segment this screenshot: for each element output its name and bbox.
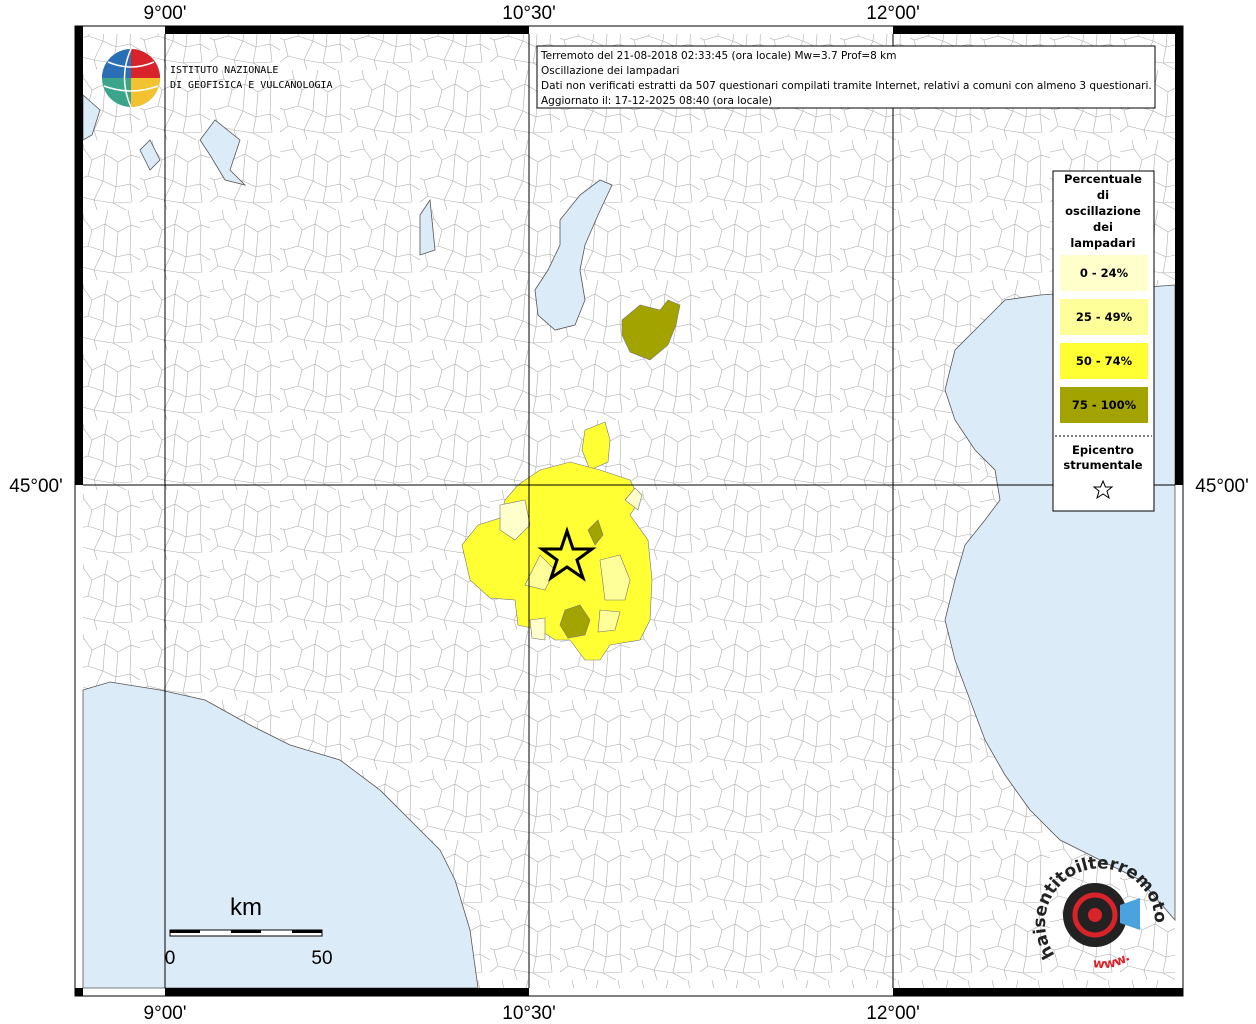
intensity-region <box>599 554 631 601</box>
scale-segment <box>292 930 322 933</box>
lon-label: 10°30' <box>502 3 556 24</box>
tyrrhenian-sea <box>82 681 479 989</box>
legend-title: lampadari <box>1070 236 1135 250</box>
legend-swatch <box>1060 343 1148 379</box>
scale-unit: km <box>230 894 262 921</box>
legend-class-label: 75 - 100% <box>1072 398 1137 412</box>
legend-title: oscillazione <box>1065 204 1141 218</box>
legend-swatch <box>1060 255 1148 291</box>
legend-class-label: 0 - 24% <box>1080 266 1129 280</box>
frame-segment <box>165 26 529 34</box>
title-box: Terremoto del 21-08-2018 02:33:45 (ora l… <box>536 45 1156 109</box>
epicenter-star <box>537 526 597 582</box>
frame-segment <box>75 988 83 996</box>
lake-garda <box>534 179 613 331</box>
logo-segment <box>131 78 160 107</box>
frame-segment <box>75 26 83 34</box>
intensity-region <box>587 519 604 546</box>
title-frame <box>536 45 1156 109</box>
legend: Epicentro strumentale Percentuale di oscil… <box>1052 170 1155 512</box>
logo-grid <box>103 48 159 108</box>
legend-title: Percentuale <box>1064 172 1142 186</box>
legend-star <box>1092 479 1114 500</box>
intensity-region <box>581 421 611 471</box>
legend-epicenter-label: strumentale <box>1063 458 1142 472</box>
legend-title: di <box>1097 188 1109 202</box>
intensity-region <box>559 604 591 639</box>
legend-class-label: 25 - 49% <box>1076 310 1133 324</box>
logo-segment <box>102 49 131 78</box>
scale-label: 50 <box>311 948 332 969</box>
legend-swatch <box>1060 299 1148 335</box>
watermark-core <box>1088 908 1102 922</box>
lon-labels: 9°00' 10°30' 12°00' 9°00' 10°30' 12°00' <box>144 3 920 1024</box>
lon-label: 9°00' <box>144 3 187 24</box>
lon-label: 12°00' <box>866 3 920 24</box>
frame-segment <box>893 26 1183 34</box>
scale-label: 0 <box>165 948 176 969</box>
intensity-region <box>624 487 643 511</box>
intensity-region <box>621 299 681 361</box>
watermark-horn <box>1120 898 1140 930</box>
lat-label: 45°00' <box>1195 476 1249 497</box>
intensity-region <box>524 554 556 591</box>
lat-label: 45°00' <box>9 476 63 497</box>
frame-outline <box>74 25 1184 997</box>
intensity-region <box>499 499 531 541</box>
intensity-region <box>597 609 621 633</box>
title-line: Aggiornato il: 17-12-2025 08:40 (ora loc… <box>541 95 772 107</box>
legend-epicenter-label: Epicentro <box>1072 443 1134 457</box>
title-line: Oscillazione dei lampadari <box>541 65 679 77</box>
northern-lakes <box>82 94 436 256</box>
title-line: Terremoto del 21-08-2018 02:33:45 (ora l… <box>540 50 896 62</box>
scale-segment <box>170 930 200 933</box>
legend-title: dei <box>1093 220 1113 234</box>
frame-segment <box>75 34 83 485</box>
lon-label: 12°00' <box>866 1003 920 1024</box>
frame-segment <box>893 988 1183 996</box>
intensity-region <box>529 617 546 641</box>
map-frame <box>74 25 1184 997</box>
legend-swatch <box>1060 387 1148 423</box>
watermark-ring <box>1072 892 1118 938</box>
logo-text: ISTITUTO NAZIONALE <box>170 65 278 76</box>
lon-label: 9°00' <box>144 1003 187 1024</box>
legend-class-label: 50 - 74% <box>1076 354 1133 368</box>
scale-segment <box>231 930 261 933</box>
lon-label: 10°30' <box>502 1003 556 1024</box>
scale-bar: km 0 50 <box>165 894 333 969</box>
frame-segment <box>1175 34 1183 485</box>
title-line: Dati non verificati estratti da 507 ques… <box>541 80 1152 92</box>
logo-segment <box>131 49 160 78</box>
logo-text: DI GEOFISICA E VULCANOLOGIA <box>170 80 333 91</box>
ingv-logo: ISTITUTO NAZIONALE DI GEOFISICA E VULCAN… <box>102 48 333 108</box>
legend-frame <box>1052 170 1155 512</box>
frame-segment <box>165 988 529 996</box>
graticule <box>83 34 1175 988</box>
